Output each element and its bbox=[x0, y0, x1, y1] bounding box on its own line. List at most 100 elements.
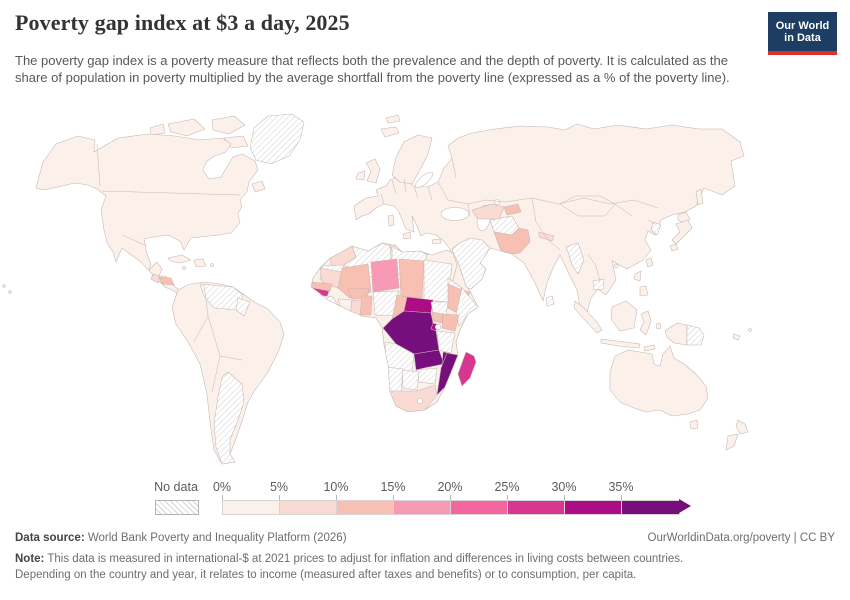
region-australia[interactable] bbox=[609, 345, 709, 417]
legend-tick-label: 20% bbox=[437, 480, 463, 494]
data-source-text: World Bank Poverty and Inequality Platfo… bbox=[84, 532, 347, 544]
legend-tick-label: 35% bbox=[608, 480, 634, 494]
legend-tick-mark bbox=[507, 495, 508, 500]
no-data-swatch[interactable] bbox=[155, 500, 199, 515]
region-somalia[interactable] bbox=[455, 287, 478, 327]
chart-subtitle: The poverty gap index is a poverty measu… bbox=[15, 53, 730, 85]
region-lesotho bbox=[417, 398, 423, 404]
region-niger[interactable] bbox=[370, 258, 400, 293]
chart-footer: Data source: World Bank Poverty and Ineq… bbox=[15, 530, 835, 583]
legend-segment[interactable] bbox=[337, 501, 394, 514]
page-title: Poverty gap index at $3 a day, 2025 bbox=[15, 10, 350, 35]
region-madagascar[interactable] bbox=[457, 351, 477, 387]
region-drc[interactable] bbox=[382, 310, 440, 355]
region-cote-divoire[interactable] bbox=[337, 298, 353, 317]
note-text: This data is measured in international-$… bbox=[15, 553, 684, 581]
region-guatemala[interactable] bbox=[150, 273, 161, 284]
legend-tick-label: 10% bbox=[323, 480, 349, 494]
region-tanzania[interactable] bbox=[436, 330, 456, 354]
legend-segment[interactable] bbox=[565, 501, 622, 514]
region-nepal[interactable] bbox=[538, 231, 555, 242]
lake-victoria bbox=[434, 323, 442, 331]
region-ireland[interactable] bbox=[355, 170, 366, 181]
legend-tick-mark bbox=[336, 495, 337, 500]
legend-tick-label: 0% bbox=[212, 480, 232, 494]
legend-tick-mark bbox=[564, 495, 565, 500]
region-cuba[interactable] bbox=[167, 254, 192, 264]
region-myanmar[interactable] bbox=[565, 242, 585, 275]
region-central-asia[interactable] bbox=[471, 203, 505, 220]
legend-tick-mark bbox=[222, 495, 223, 500]
data-source-label: Data source: bbox=[15, 532, 85, 544]
region-uganda[interactable] bbox=[431, 311, 444, 324]
region-zambia[interactable] bbox=[413, 349, 445, 371]
region-sulawesi[interactable] bbox=[639, 310, 652, 336]
region-borneo[interactable] bbox=[610, 300, 638, 332]
region-uk[interactable] bbox=[365, 158, 381, 184]
owid-logo[interactable]: Our World in Data bbox=[768, 12, 837, 55]
world-choropleth-map[interactable] bbox=[0, 102, 850, 478]
region-papua-new-guinea[interactable] bbox=[686, 324, 705, 346]
region-usa-canada-mexico[interactable] bbox=[35, 133, 259, 299]
region-eurasia-mainland[interactable] bbox=[353, 123, 745, 317]
region-north-america[interactable] bbox=[2, 113, 305, 299]
region-honduras[interactable] bbox=[158, 276, 175, 286]
legend-segment[interactable] bbox=[508, 501, 565, 514]
legend-tick-label: 5% bbox=[269, 480, 289, 494]
legend-tick-label: 30% bbox=[551, 480, 577, 494]
region-greenland[interactable] bbox=[249, 113, 305, 165]
region-togo-benin[interactable] bbox=[359, 295, 373, 316]
region-zimbabwe[interactable] bbox=[415, 367, 438, 385]
data-source-line: Data source: World Bank Poverty and Ineq… bbox=[15, 532, 347, 544]
region-chad[interactable] bbox=[398, 258, 425, 299]
legend-segment[interactable] bbox=[451, 501, 508, 514]
owid-logo-line2: in Data bbox=[784, 31, 821, 44]
region-oceania[interactable] bbox=[573, 300, 752, 451]
region-argentina[interactable] bbox=[213, 371, 245, 465]
note-label: Note: bbox=[15, 553, 45, 565]
region-west-papua[interactable] bbox=[664, 322, 688, 346]
region-botswana[interactable] bbox=[401, 369, 420, 391]
region-new-zealand[interactable] bbox=[735, 419, 749, 435]
attribution-link[interactable]: OurWorldinData.org/poverty | CC BY bbox=[647, 532, 835, 544]
region-africa[interactable] bbox=[310, 242, 479, 413]
legend-color-bar[interactable] bbox=[222, 500, 680, 515]
region-scandinavia[interactable] bbox=[391, 134, 433, 185]
region-pakistan[interactable] bbox=[493, 227, 531, 255]
region-kyrgyzstan-tajikistan[interactable] bbox=[503, 203, 522, 216]
region-java[interactable] bbox=[600, 338, 641, 349]
region-central-african-republic[interactable] bbox=[403, 296, 434, 314]
region-sumatra[interactable] bbox=[573, 300, 603, 334]
legend-segment[interactable] bbox=[394, 501, 451, 514]
legend-tick-label: 25% bbox=[494, 480, 520, 494]
region-sierra-leone[interactable] bbox=[320, 302, 330, 314]
region-kenya[interactable] bbox=[441, 313, 460, 332]
note-line: Note: This data is measured in internati… bbox=[15, 551, 735, 583]
region-taiwan[interactable] bbox=[645, 257, 654, 268]
no-data-label: No data bbox=[154, 480, 198, 494]
region-iceland[interactable] bbox=[380, 126, 400, 138]
legend-tick-mark bbox=[393, 495, 394, 500]
legend-segment[interactable] bbox=[622, 501, 679, 514]
legend-segment[interactable] bbox=[280, 501, 337, 514]
region-newfoundland bbox=[251, 180, 266, 193]
legend-arrow bbox=[679, 499, 691, 513]
region-tasmania[interactable] bbox=[689, 419, 699, 430]
region-hispaniola[interactable] bbox=[193, 258, 207, 268]
region-guyana-suriname[interactable] bbox=[235, 297, 251, 317]
legend-tick-label: 15% bbox=[380, 480, 406, 494]
legend-segment[interactable] bbox=[223, 501, 280, 514]
map-legend: No data 0% 5% 10% 15% 20% 25% 30% 35% bbox=[0, 478, 850, 518]
black-sea bbox=[440, 207, 470, 221]
owid-logo-accent-bar bbox=[768, 51, 837, 55]
region-north-korea[interactable] bbox=[650, 221, 662, 236]
region-liberia[interactable] bbox=[328, 305, 343, 316]
legend-tick-mark bbox=[279, 495, 280, 500]
region-south-america[interactable] bbox=[171, 281, 285, 465]
legend-tick-mark bbox=[450, 495, 451, 500]
region-sri-lanka[interactable] bbox=[545, 295, 555, 307]
legend-tick-mark bbox=[621, 495, 622, 500]
region-philippines[interactable] bbox=[633, 270, 642, 282]
region-cambodia[interactable] bbox=[592, 278, 605, 291]
